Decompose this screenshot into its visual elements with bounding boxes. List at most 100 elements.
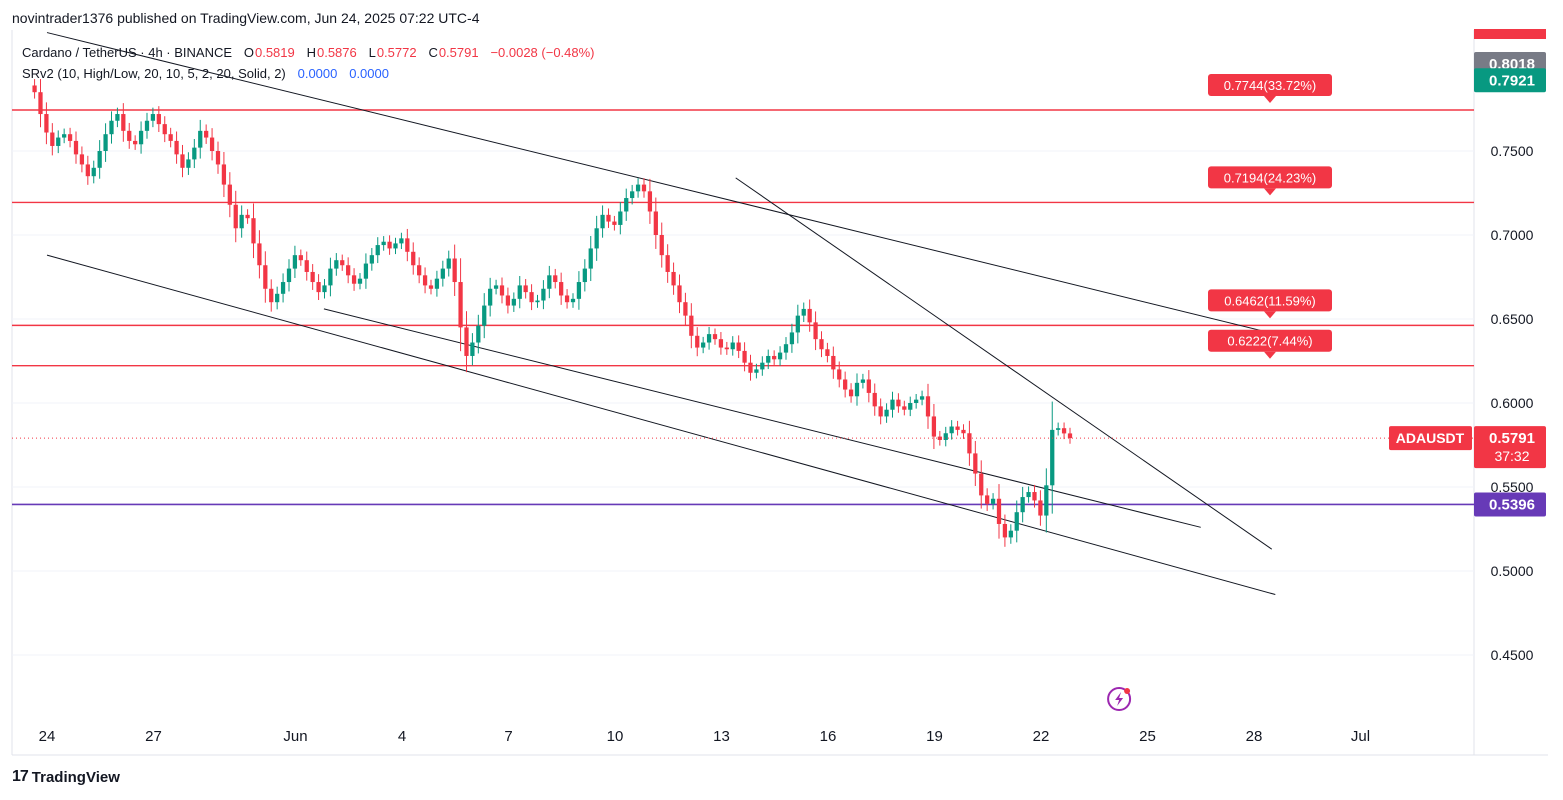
candle-body [227,184,232,205]
candle-down [902,400,907,416]
candle-up [706,326,712,350]
candle-down [985,488,990,511]
candle-up [535,294,540,308]
sr-levels [12,109,1474,506]
candle-up [908,396,913,417]
candle-body [381,241,386,246]
candle-body [837,369,842,380]
time-axis[interactable]: 24 27 Jun 4 7 10 13 16 19 22 25 28 Jul [39,728,1370,745]
candle-down [718,332,724,355]
candle-up [884,403,889,423]
candle-down [825,342,830,363]
candle-up [860,373,866,389]
candle-body [659,235,664,256]
candle-down [659,222,664,268]
candle-body [38,92,43,115]
candle-body [541,288,546,301]
candle-body [695,335,700,348]
candle-up [795,304,800,344]
candle-up [493,279,499,295]
candle-body [914,399,919,403]
candle-up [470,333,475,366]
candle-body [677,285,682,303]
candle-body [121,114,126,131]
candle-body [209,137,215,151]
candle-down [683,292,688,326]
candle-down [866,370,871,403]
candle-body [369,255,374,264]
candle-body [363,263,369,279]
indicator-name: SRv2 (10, High/Low, 20, 10, 5, 2, 20, So… [22,66,286,81]
candle-up [1044,468,1049,533]
candle-up [949,420,954,440]
price-tick-label: 0.5500 [1491,479,1534,495]
candle-body [553,275,558,283]
candle-body [280,282,286,294]
candle-down [973,440,978,486]
countdown-text: 37:32 [1494,448,1529,464]
candle-body [1026,492,1031,498]
candle-up [777,346,783,366]
candle-up [186,152,191,175]
candle-up [357,273,363,290]
time-tick-label: 10 [607,728,624,745]
candle-up [588,236,593,282]
candle-up [1026,486,1031,503]
candle-body [440,268,445,279]
indicator-legend[interactable]: SRv2 (10, High/Low, 20, 10, 5, 2, 20, So… [22,66,390,81]
candle-body [949,426,954,434]
candle-body [996,498,1002,524]
candle-up [990,493,996,510]
candle-down [316,274,321,301]
candle-body [819,339,824,350]
candle-down [665,244,670,283]
time-tick-label: 16 [820,728,837,745]
candle-body [647,191,653,212]
candle-down [127,122,132,149]
candle-body [1067,433,1073,439]
level-label-box [1208,329,1332,352]
candle-down [351,268,357,291]
level-label: 0.6222(7.44%) [1208,329,1332,359]
candle-down [174,131,179,164]
level-label: 0.7744(33.72%) [1208,74,1332,104]
candle-up [56,130,61,154]
price-axis[interactable]: 0.7500 0.7000 0.6500 0.6000 0.5500 0.5000 0.45… [1389,29,1546,663]
time-tick-label: 27 [145,728,162,745]
candle-body [79,154,85,165]
candle-body [777,352,783,360]
candle-body [748,362,753,373]
candle-body [813,322,818,340]
candle-up [239,205,244,238]
candle-up [618,202,623,235]
candle-body [872,392,877,407]
candle-body [766,355,771,363]
level-label: 0.7194(24.23%) [1208,166,1332,196]
candle-down [67,127,73,148]
time-tick-label: 13 [713,728,730,745]
candle-body [671,271,676,286]
candle-body [103,134,108,151]
time-tick-label: 19 [926,728,943,745]
candle-body [144,120,150,131]
tradingview-logo[interactable]: 17 TradingView [12,768,120,786]
candle-up [328,257,333,297]
candle-body [612,221,617,225]
candle-body [257,243,262,266]
candle-body [511,298,516,306]
candle-down [79,146,85,173]
candle-up [286,259,292,292]
candle-body [789,332,795,345]
price-tick-label: 0.6000 [1491,395,1534,411]
candle-down [505,287,511,314]
candle-body [848,389,854,397]
level-label-pointer [1264,188,1276,196]
trendline [46,254,1276,596]
candle-down [257,230,262,279]
candle-up [334,253,339,276]
candle-body [245,214,250,219]
candle-up [801,302,806,323]
candle-body [630,191,635,199]
price-tick-label: 0.7500 [1491,143,1534,159]
